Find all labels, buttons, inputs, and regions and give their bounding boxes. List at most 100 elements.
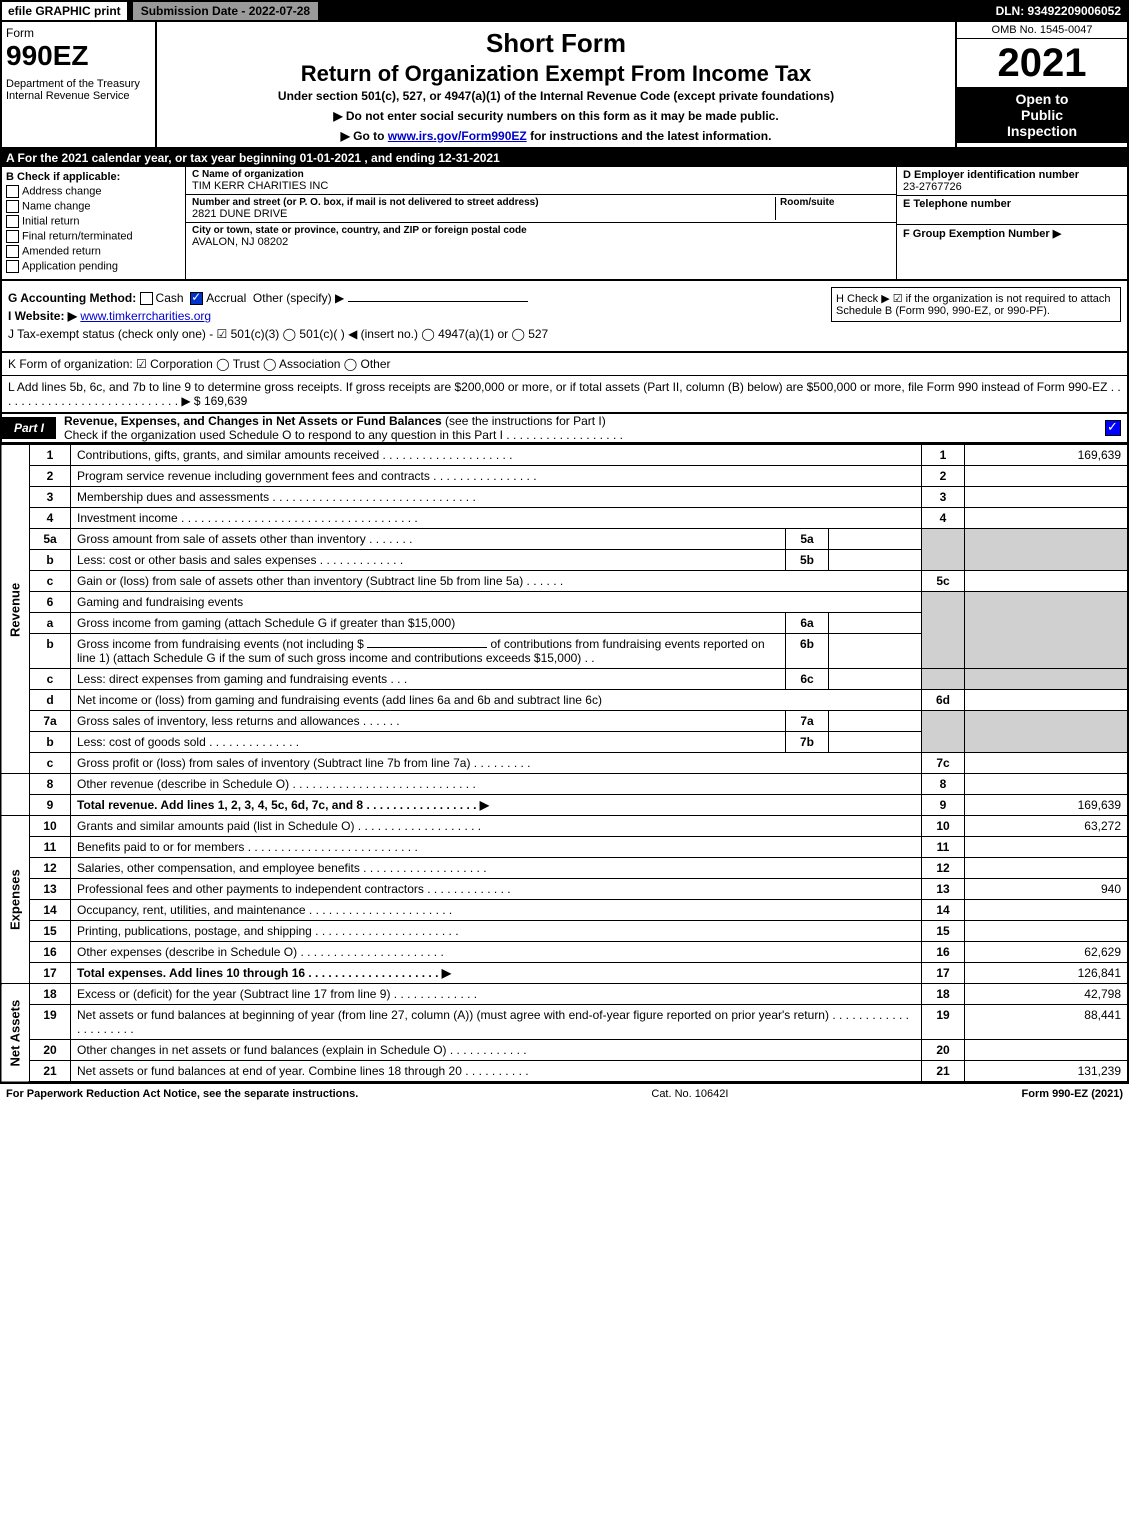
line-18-desc: Excess or (deficit) for the year (Subtra… (71, 984, 922, 1005)
line-4-desc: Investment income . . . . . . . . . . . … (71, 508, 922, 529)
line-2-desc: Program service revenue including govern… (71, 466, 922, 487)
footer-left: For Paperwork Reduction Act Notice, see … (6, 1088, 358, 1100)
group-exemption-cell: F Group Exemption Number ▶ (897, 225, 1127, 242)
line-13-ref: 13 (922, 879, 965, 900)
line-8-no: 8 (30, 774, 71, 795)
irs-link[interactable]: www.irs.gov/Form990EZ (388, 129, 527, 143)
part-tab: Part I (2, 417, 56, 439)
line-15-desc: Printing, publications, postage, and shi… (71, 921, 922, 942)
group-exemption-label: F Group Exemption Number ▶ (903, 227, 1121, 240)
j-tax-exempt: J Tax-exempt status (check only one) - ☑… (8, 327, 1121, 341)
line-19-no: 19 (30, 1005, 71, 1040)
row-a-calendar: A For the 2021 calendar year, or tax yea… (0, 149, 1129, 167)
website-link[interactable]: www.timkerrcharities.org (80, 309, 211, 323)
line-8-desc: Other revenue (describe in Schedule O) .… (71, 774, 922, 795)
line-18-amt: 42,798 (965, 984, 1129, 1005)
line-6a-desc: Gross income from gaming (attach Schedul… (71, 613, 786, 634)
line-3-ref: 3 (922, 487, 965, 508)
line-7c-no: c (30, 753, 71, 774)
subtitle-section: Under section 501(c), 527, or 4947(a)(1)… (167, 89, 945, 103)
line-5b-desc: Less: cost or other basis and sales expe… (71, 550, 786, 571)
line-14-amt (965, 900, 1129, 921)
c-label: C Name of organization (192, 169, 890, 180)
line-12-no: 12 (30, 858, 71, 879)
chk-application-pending[interactable]: Application pending (6, 260, 181, 273)
line-21-ref: 21 (922, 1061, 965, 1083)
line-9-no: 9 (30, 795, 71, 816)
line-7b-sub: 7b (786, 732, 829, 753)
part-sub: (see the instructions for Part I) (445, 414, 606, 428)
section-g: H Check ▶ ☑ if the organization is not r… (0, 281, 1129, 353)
part1-checkbox[interactable] (1105, 420, 1121, 436)
line-20-no: 20 (30, 1040, 71, 1061)
line-6b-val (829, 634, 922, 669)
line-4-ref: 4 (922, 508, 965, 529)
line-8-ref: 8 (922, 774, 965, 795)
accrual-label: Accrual (206, 291, 246, 305)
line-12-amt (965, 858, 1129, 879)
chk-final-return[interactable]: Final return/terminated (6, 230, 181, 243)
line-3-amt (965, 487, 1129, 508)
section-b: B Check if applicable: Address change Na… (0, 167, 1129, 281)
line-15-ref: 15 (922, 921, 965, 942)
room-label: Room/suite (780, 197, 890, 208)
line-6c-desc: Less: direct expenses from gaming and fu… (71, 669, 786, 690)
line-17-ref: 17 (922, 963, 965, 984)
part-1-header: Part I Revenue, Expenses, and Changes in… (0, 414, 1129, 444)
efile-label: efile GRAPHIC print (0, 0, 129, 22)
dept-label: Department of the Treasury (6, 78, 151, 90)
line-1-no: 1 (30, 445, 71, 466)
other-specify-input[interactable] (348, 301, 528, 302)
line-1-amt: 169,639 (965, 445, 1129, 466)
ein-cell: D Employer identification number 23-2767… (897, 167, 1127, 196)
shade-7-amt (965, 711, 1129, 753)
street-label: Number and street (or P. O. box, if mail… (192, 197, 775, 208)
subtitle-ssn: ▶ Do not enter social security numbers o… (167, 109, 945, 123)
line-7a-desc: Gross sales of inventory, less returns a… (71, 711, 786, 732)
line-11-ref: 11 (922, 837, 965, 858)
line-14-desc: Occupancy, rent, utilities, and maintena… (71, 900, 922, 921)
footer: For Paperwork Reduction Act Notice, see … (0, 1083, 1129, 1104)
ein-label: D Employer identification number (903, 169, 1121, 181)
line-17-amt: 126,841 (965, 963, 1129, 984)
other-specify-label: Other (specify) ▶ (253, 291, 344, 305)
line-12-ref: 12 (922, 858, 965, 879)
city-value: AVALON, NJ 08202 (192, 236, 890, 248)
line-1-desc: Contributions, gifts, grants, and simila… (71, 445, 922, 466)
line-3-no: 3 (30, 487, 71, 508)
line-6-no: 6 (30, 592, 71, 613)
line-19-amt: 88,441 (965, 1005, 1129, 1040)
line-7a-val (829, 711, 922, 732)
line-16-no: 16 (30, 942, 71, 963)
row-l-amount: 169,639 (204, 394, 247, 408)
chk-initial-return[interactable]: Initial return (6, 215, 181, 228)
open-inspection: Open to Public Inspection (957, 87, 1127, 143)
line-5c-no: c (30, 571, 71, 592)
goto-pre: ▶ Go to (341, 129, 388, 143)
line-19-ref: 19 (922, 1005, 965, 1040)
chk-address-change[interactable]: Address change (6, 185, 181, 198)
row-l-text: L Add lines 5b, 6c, and 7b to line 9 to … (8, 380, 1121, 408)
b-label: B Check if applicable: (6, 171, 181, 183)
chk-accrual[interactable] (190, 292, 203, 305)
line-19-desc: Net assets or fund balances at beginning… (71, 1005, 922, 1040)
org-name: TIM KERR CHARITIES INC (192, 180, 890, 192)
side-revenue-cont (1, 774, 30, 816)
part-title: Revenue, Expenses, and Changes in Net As… (56, 414, 1105, 442)
line-6b-amount-input[interactable] (367, 647, 487, 648)
chk-amended-return[interactable]: Amended return (6, 245, 181, 258)
line-13-amt: 940 (965, 879, 1129, 900)
side-expenses: Expenses (1, 816, 30, 984)
shade-6-amt (965, 592, 1129, 669)
telephone-label: E Telephone number (903, 198, 1121, 210)
line-5c-ref: 5c (922, 571, 965, 592)
line-7b-val (829, 732, 922, 753)
line-1-ref: 1 (922, 445, 965, 466)
form-table: Revenue 1 Contributions, gifts, grants, … (0, 444, 1129, 1083)
line-6d-ref: 6d (922, 690, 965, 711)
chk-cash[interactable] (140, 292, 153, 305)
chk-name-change[interactable]: Name change (6, 200, 181, 213)
line-15-no: 15 (30, 921, 71, 942)
form-header: Form 990EZ Department of the Treasury In… (0, 22, 1129, 149)
col-d-ids: D Employer identification number 23-2767… (896, 167, 1127, 279)
